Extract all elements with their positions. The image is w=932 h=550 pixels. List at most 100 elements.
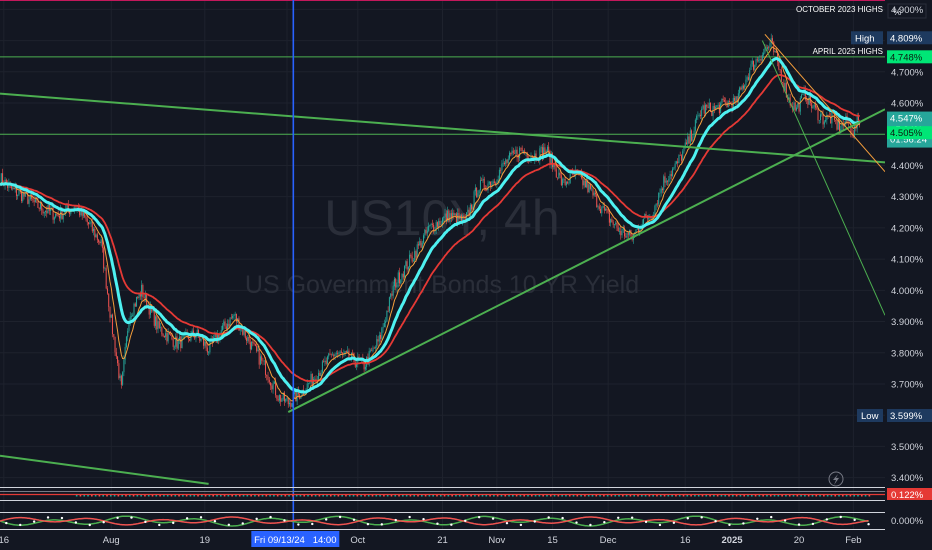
- candle-body: [793, 102, 795, 110]
- candle-body: [265, 360, 266, 375]
- candle-body: [747, 77, 749, 80]
- pane-bar: [853, 495, 855, 497]
- oscillator-dot: [533, 520, 536, 523]
- time-axis[interactable]: 16Aug19SepOct21Nov15Dec16202520FebFri 09…: [0, 530, 932, 550]
- candle-body: [247, 336, 249, 341]
- candle-body: [34, 198, 36, 203]
- flash-icon[interactable]: [828, 471, 844, 487]
- pane-bar: [170, 495, 173, 497]
- y-tick-label: 4.600%: [891, 99, 924, 110]
- pane-bar: [436, 495, 438, 497]
- candle-body: [707, 106, 709, 109]
- pane-bar: [455, 495, 457, 497]
- candle-body: [165, 333, 167, 338]
- candle-body: [553, 163, 555, 168]
- pane-bar: [257, 495, 260, 497]
- candle-body: [82, 211, 84, 216]
- candle-body: [259, 356, 261, 365]
- candle-body: [162, 334, 164, 336]
- candle-body: [501, 163, 503, 171]
- candle-body: [248, 336, 250, 343]
- candle-body: [619, 231, 620, 232]
- candle-body: [391, 293, 393, 296]
- candle-body: [324, 360, 326, 362]
- candle-body: [42, 210, 44, 214]
- candle-body: [546, 146, 548, 152]
- candle-body: [416, 244, 418, 258]
- candle-body: [18, 190, 20, 195]
- pane-bar: [261, 495, 264, 497]
- candle-body: [445, 213, 447, 221]
- percent-toggle[interactable]: [887, 3, 927, 19]
- candle-body: [238, 318, 240, 331]
- candle-body: [515, 149, 517, 154]
- candle-body: [348, 350, 350, 359]
- pane-bar: [838, 495, 840, 497]
- pane-bar: [311, 495, 313, 497]
- pane-bar: [307, 495, 309, 497]
- candle-body: [13, 187, 15, 190]
- pane-bar: [417, 495, 419, 497]
- candle-body: [779, 69, 781, 70]
- pane-bar: [292, 495, 294, 497]
- candle-body: [272, 383, 274, 390]
- pane-bar: [500, 495, 503, 497]
- candle-body: [522, 150, 524, 152]
- candle-body: [125, 336, 127, 348]
- pane-bar: [379, 495, 381, 497]
- candle-body: [90, 221, 92, 224]
- candle-body: [244, 329, 246, 338]
- candle-body: [665, 180, 667, 183]
- pane-bar: [750, 495, 753, 497]
- candle-body: [775, 51, 777, 54]
- pane-bar: [716, 495, 719, 497]
- candle-body: [387, 310, 389, 312]
- candle-body: [731, 103, 733, 110]
- candle-body: [319, 372, 321, 376]
- candle-body: [722, 98, 724, 101]
- candle-body: [23, 192, 25, 197]
- candle-body: [827, 114, 829, 117]
- candle-body: [471, 204, 473, 210]
- pane-bar: [364, 495, 366, 497]
- pane-bar: [102, 495, 105, 497]
- candle-body: [86, 218, 88, 223]
- candle-body: [669, 174, 671, 179]
- candle-body: [171, 335, 173, 340]
- candle-body: [820, 114, 822, 121]
- candle-body: [788, 97, 790, 100]
- candle-body: [678, 155, 680, 164]
- pane-bar: [421, 495, 423, 497]
- candle-body: [256, 345, 258, 352]
- pane-bar: [637, 495, 639, 497]
- candle-body: [17, 194, 19, 196]
- pane-bar: [857, 495, 859, 497]
- candle-body: [761, 54, 763, 61]
- price-axis[interactable]: % 4.900%4.800%4.700%4.600%4.500%4.400%4.…: [885, 0, 932, 530]
- candle-body: [20, 191, 22, 202]
- candle-body: [741, 85, 743, 90]
- candle-body: [246, 337, 248, 341]
- candle-body: [596, 194, 598, 208]
- candle-body: [76, 207, 78, 209]
- pane-bar: [781, 495, 783, 497]
- candle-body: [600, 208, 602, 214]
- pane-bar: [565, 495, 567, 497]
- candle-body: [430, 223, 432, 226]
- candle-body: [423, 235, 425, 243]
- oscillator-dot: [644, 520, 648, 524]
- pane-bar: [432, 495, 434, 497]
- pane-bar: [534, 495, 537, 497]
- candle-body: [320, 372, 322, 376]
- candle-body: [189, 338, 191, 341]
- candle-body: [850, 123, 852, 133]
- candle-body: [10, 184, 12, 189]
- candle-body: [462, 215, 464, 222]
- candle-body: [218, 334, 220, 340]
- candle-body: [725, 101, 727, 103]
- candle-body: [371, 350, 373, 352]
- candle-body: [420, 241, 422, 248]
- candle-body: [688, 136, 690, 144]
- candle-body: [177, 340, 179, 349]
